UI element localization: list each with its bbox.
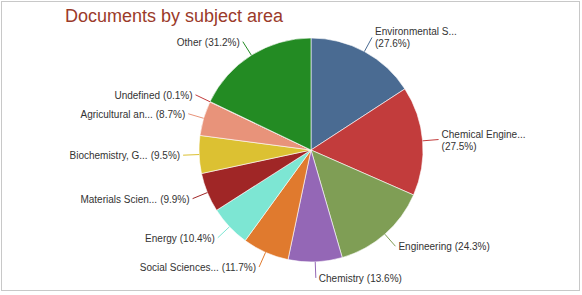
data-label: Other(31.2%) bbox=[177, 37, 240, 48]
data-label: Chemistry(13.6%) bbox=[319, 273, 402, 284]
slice-value: (9.9%) bbox=[160, 194, 189, 205]
slice-value: (8.7%) bbox=[156, 109, 185, 120]
slice-category: Environmental S... bbox=[375, 26, 457, 37]
slice-category: Chemical Engine... bbox=[442, 129, 526, 140]
leader-line bbox=[259, 252, 265, 267]
slice-category: Social Sciences... bbox=[140, 262, 219, 273]
slice-category: Chemistry bbox=[319, 273, 364, 284]
slice-value: (27.5%) bbox=[442, 141, 477, 152]
chart-frame bbox=[2, 2, 580, 291]
slice-value: (10.4%) bbox=[180, 233, 215, 244]
leader-line bbox=[243, 42, 252, 56]
leader-line bbox=[364, 37, 372, 51]
slice-value: (9.5%) bbox=[151, 150, 180, 161]
labels: Environmental S...(27.6%) Chemical Engine… bbox=[69, 26, 525, 283]
leader-line bbox=[218, 227, 230, 238]
data-label: Social Sciences...(11.7%) bbox=[140, 262, 256, 273]
leader-line bbox=[423, 140, 439, 141]
chart: Documents by subject areaEnvironmental S… bbox=[0, 0, 582, 295]
data-label: Undefined(0.1%) bbox=[114, 90, 192, 101]
slice-category: Engineering bbox=[398, 241, 451, 252]
slice-value: (0.1%) bbox=[163, 90, 192, 101]
slice-category: Materials Scien... bbox=[80, 194, 157, 205]
slice-value: (24.3%) bbox=[455, 241, 490, 252]
slice-category: Agricultural an... bbox=[81, 109, 153, 120]
slice-value: (13.6%) bbox=[367, 273, 402, 284]
pie-slice[interactable] bbox=[210, 38, 311, 150]
slices bbox=[199, 38, 423, 262]
leader-line bbox=[385, 234, 396, 246]
leader-line bbox=[193, 193, 208, 199]
chart-root: Documents by subject areaEnvironmental S… bbox=[0, 0, 582, 295]
leader-line bbox=[196, 95, 210, 102]
slice-category: Other bbox=[177, 37, 203, 48]
data-label: Biochemistry, G... (9.5%) bbox=[69, 150, 180, 161]
slice-value: (31.2%) bbox=[205, 37, 240, 48]
slice-category: Energy bbox=[145, 233, 177, 244]
data-label: Environmental S...(27.6%) bbox=[375, 26, 457, 49]
data-label: Materials Scien...(9.9%) bbox=[80, 194, 189, 205]
data-label: Engineering (24.3%) bbox=[398, 241, 489, 252]
data-label: Chemical Engine...(27.5%) bbox=[442, 129, 526, 152]
data-label: Energy(10.4%) bbox=[145, 233, 215, 244]
slice-category: Biochemistry, G... bbox=[69, 150, 147, 161]
slice-value: (11.7%) bbox=[222, 262, 256, 273]
leader-line bbox=[188, 114, 203, 119]
slice-value: (27.6%) bbox=[375, 38, 410, 49]
chart-title: Documents by subject area bbox=[65, 6, 284, 26]
data-label: Agricultural an...(8.7%) bbox=[81, 109, 186, 120]
slice-category: Undefined bbox=[114, 90, 160, 101]
leader-line bbox=[183, 154, 199, 156]
leader-line bbox=[315, 262, 317, 278]
